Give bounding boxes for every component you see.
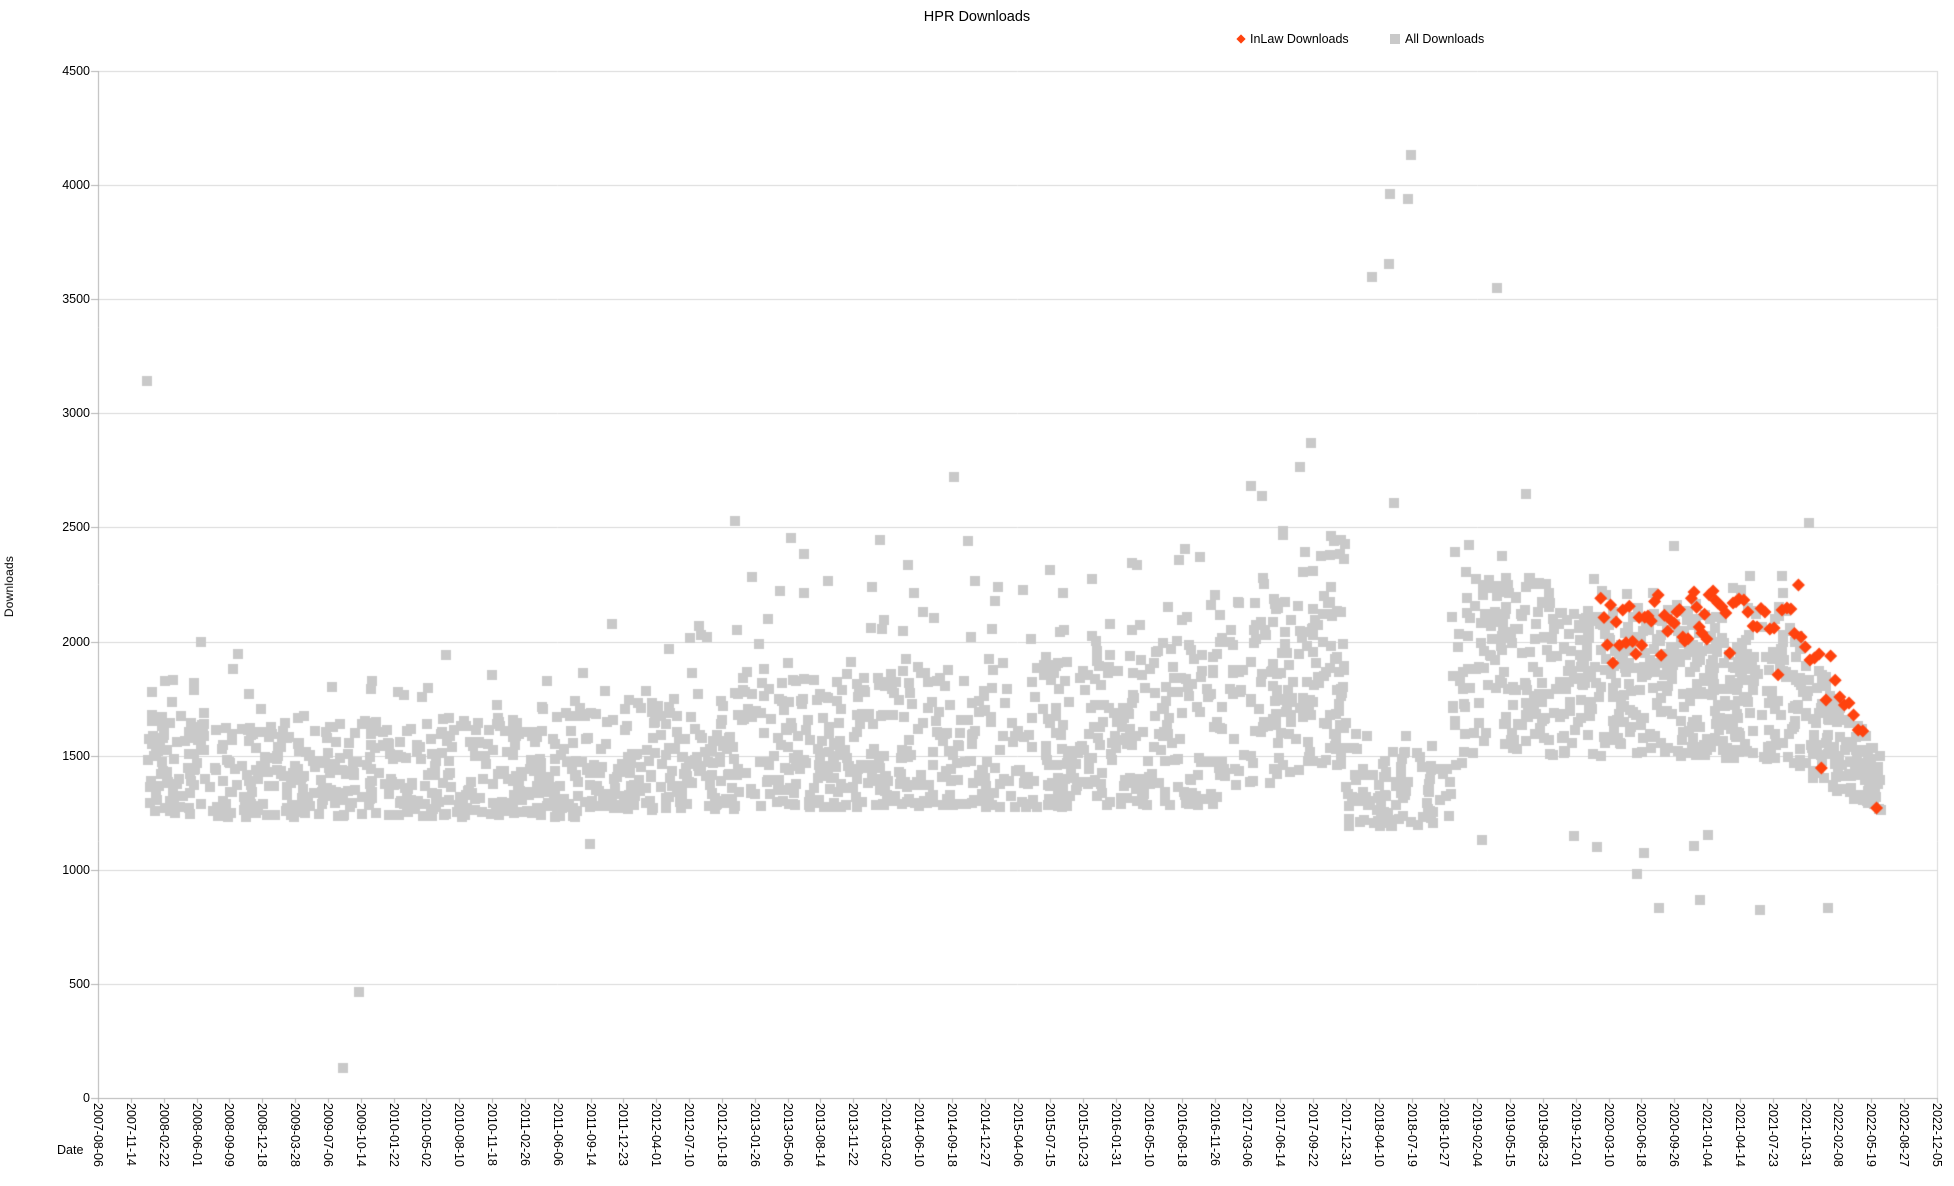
y-tick-label: 3500 [62,292,90,307]
y-tick-label: 1500 [62,748,90,763]
x-tick-label: 2022-02-08 [1831,1103,1846,1167]
x-tick-label: 2012-10-18 [714,1103,729,1167]
x-tick-label: 2009-07-06 [320,1103,335,1167]
y-tick-label: 2500 [62,520,90,535]
x-tick-label: 2021-10-31 [1798,1103,1813,1167]
x-tick-label: 2008-06-01 [189,1103,204,1167]
x-tick-label: 2017-06-14 [1273,1103,1288,1167]
x-tick-label: 2012-07-10 [682,1103,697,1167]
y-tick-label: 0 [83,1091,90,1105]
x-tick-label: 2020-06-18 [1634,1103,1649,1167]
x-tick-label: 2015-04-06 [1010,1103,1025,1167]
x-tick-label: 2018-04-10 [1371,1103,1386,1167]
y-axis-title: Downloads [2,556,16,618]
x-tick-label: 2014-09-18 [944,1103,959,1167]
x-tick-label: 2011-02-26 [517,1103,532,1167]
diamond-marker-icon [1236,33,1246,44]
x-tick-label: 2019-12-01 [1568,1103,1583,1167]
y-tick-label: 4500 [62,64,90,78]
x-tick-label: 2009-03-28 [288,1103,303,1167]
legend-item-inlaw-downloads: InLaw Downloads [1236,31,1349,46]
x-tick-label: 2017-12-31 [1338,1103,1353,1167]
x-tick-label: 2011-06-06 [550,1103,565,1167]
x-tick-label: 2022-08-27 [1897,1103,1912,1167]
x-tick-label: 2017-09-22 [1306,1103,1321,1167]
x-tick-label: 2016-08-18 [1174,1103,1189,1167]
x-tick-label: 2018-10-27 [1437,1103,1452,1167]
x-tick-label: 2022-12-05 [1930,1103,1944,1167]
x-tick-label: 2010-08-10 [452,1103,467,1167]
x-tick-label: 2017-03-06 [1240,1103,1255,1167]
x-tick-label: 2014-06-10 [911,1103,926,1167]
legend-label-inlaw-downloads: InLaw Downloads [1250,31,1349,46]
x-tick-label: 2020-03-10 [1601,1103,1616,1167]
x-tick-label: 2008-02-22 [156,1103,171,1167]
x-tick-label: 2007-08-06 [91,1103,105,1167]
x-tick-label: 2018-07-19 [1404,1103,1419,1167]
y-tick-label: 3000 [62,406,90,421]
x-tick-label: 2008-12-18 [255,1103,270,1167]
legend-label-all-downloads: All Downloads [1405,31,1485,46]
x-tick-label: 2012-04-01 [649,1103,664,1167]
x-tick-label: 2014-12-27 [977,1103,992,1167]
x-tick-label: 2019-02-04 [1470,1103,1485,1167]
y-tick-label: 1000 [62,862,90,877]
x-tick-label: 2013-08-14 [813,1103,828,1167]
x-tick-label: 2016-05-10 [1141,1103,1156,1167]
x-tick-label: 2013-01-26 [747,1103,762,1167]
x-tick-label: 2022-05-19 [1864,1103,1879,1167]
x-tick-label: 2016-01-31 [1109,1103,1124,1167]
x-tick-label: 2021-01-04 [1700,1103,1715,1167]
x-tick-label: 2016-11-26 [1207,1103,1222,1167]
x-tick-label: 2019-05-15 [1503,1103,1518,1167]
y-tick-label: 2000 [62,634,90,649]
chart-title: HPR Downloads [923,9,1031,25]
x-tick-label: 2015-10-23 [1076,1103,1091,1167]
x-tick-label: 2020-09-26 [1667,1103,1682,1167]
x-tick-label: 2011-09-14 [583,1103,598,1167]
legend-item-all-downloads: All Downloads [1390,31,1484,46]
x-tick-label: 2021-07-23 [1765,1103,1780,1167]
x-tick-label: 2010-01-22 [386,1103,401,1167]
x-tick-label: 2008-09-09 [222,1103,237,1167]
y-tick-label: 500 [69,976,90,991]
x-tick-label: 2021-04-14 [1732,1103,1747,1167]
x-tick-label: 2007-11-14 [123,1103,138,1167]
y-tick-label: 4000 [62,178,90,193]
x-tick-label: 2013-11-22 [846,1103,861,1167]
square-marker-icon [1390,33,1400,44]
x-tick-label: 2013-05-06 [780,1103,795,1167]
x-tick-label: 2010-05-02 [419,1103,434,1167]
x-tick-label: 2011-12-23 [616,1103,631,1167]
x-tick-label: 2015-07-15 [1043,1103,1058,1167]
x-tick-label: 2010-11-18 [485,1103,500,1167]
x-tick-label: 2009-10-14 [353,1103,368,1167]
x-tick-label: 2014-03-02 [879,1103,894,1167]
x-tick-label: 2019-08-23 [1535,1103,1550,1167]
x-axis-title: Date [57,1143,84,1157]
